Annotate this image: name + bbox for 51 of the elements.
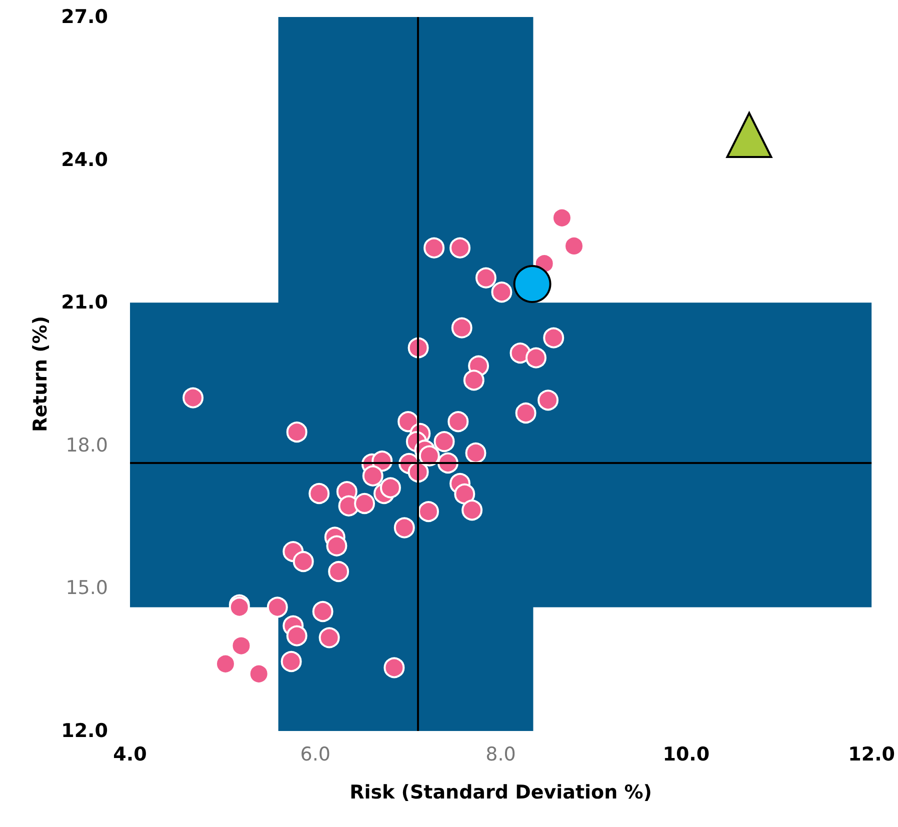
x-tick-label: 6.0 [300, 744, 330, 766]
point [450, 237, 470, 258]
point [384, 657, 405, 678]
point [434, 431, 455, 452]
x-tick-label: 12.0 [848, 744, 896, 766]
point [286, 422, 308, 443]
point [463, 370, 484, 391]
point [475, 267, 496, 288]
y-tick-label: 18.0 [66, 434, 108, 456]
point [726, 112, 772, 158]
point [318, 627, 340, 648]
point [491, 282, 512, 303]
y-tick-label: 24.0 [61, 148, 108, 171]
point [513, 265, 552, 304]
point [380, 477, 401, 498]
point [543, 327, 564, 348]
x-tick-label: 10.0 [662, 744, 710, 766]
y-tick-label: 27.0 [61, 6, 108, 28]
x-axis-title: Risk (Standard Deviation %) [350, 782, 652, 804]
point [551, 207, 572, 228]
point [418, 445, 440, 466]
y-tick-label: 15.0 [66, 577, 108, 600]
y-tick-label: 12.0 [61, 720, 108, 742]
point [182, 387, 204, 408]
point [515, 402, 536, 424]
point [394, 517, 415, 538]
point [538, 390, 559, 411]
y-tick-label: 21.0 [61, 292, 108, 314]
point [454, 483, 476, 504]
point [328, 561, 350, 582]
point [312, 601, 334, 622]
point [266, 596, 288, 618]
point [362, 465, 384, 486]
point [462, 500, 483, 521]
point [526, 347, 547, 368]
point [448, 411, 469, 432]
point [418, 501, 439, 522]
point [308, 482, 330, 504]
point [424, 237, 445, 258]
point [451, 317, 472, 338]
point [286, 625, 308, 646]
point [230, 635, 252, 656]
point [465, 442, 486, 464]
point [248, 663, 270, 684]
point [280, 651, 302, 672]
y-axis-title: Return (%) [30, 316, 52, 432]
point [326, 535, 348, 556]
x-tick-label: 4.0 [113, 744, 147, 766]
x-tick-label: 8.0 [486, 744, 516, 766]
point [292, 551, 314, 572]
point [354, 492, 376, 514]
